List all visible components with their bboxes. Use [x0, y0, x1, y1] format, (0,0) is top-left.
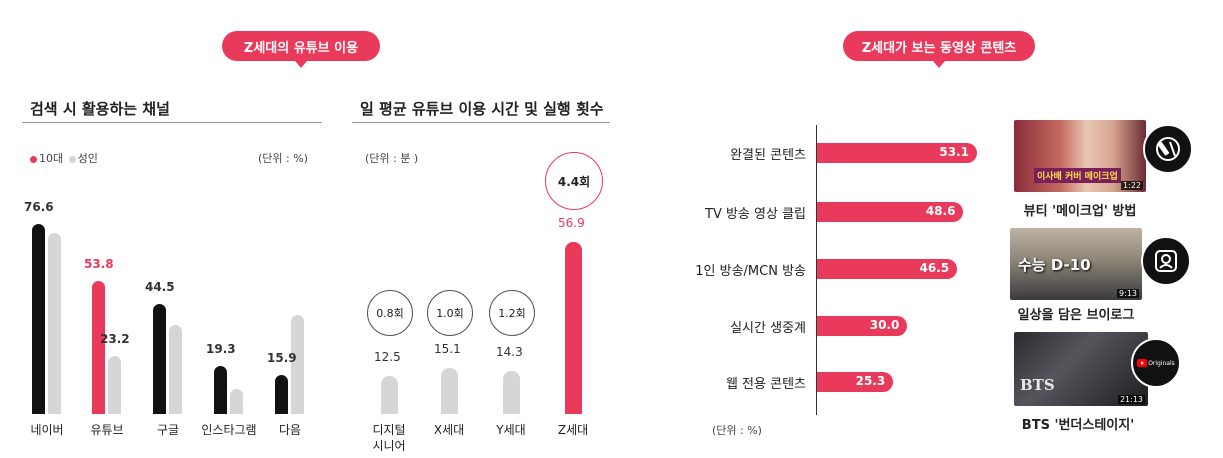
category-label-3: 인스타그램 — [201, 423, 257, 437]
value-label-0: 76.6 — [24, 200, 54, 214]
right-section-pill: Z세대가 보는 동영상 콘텐츠 — [843, 31, 1035, 68]
hbar-3: 30.0 — [817, 316, 908, 336]
count-circle-3: 4.4회 — [545, 152, 603, 210]
value-label-5: 15.9 — [267, 350, 297, 365]
category-label-gen-0: 디지털 시니어 — [372, 423, 406, 453]
originals-text: Originals — [1148, 359, 1175, 367]
beauty-overlay-text: 이사배 커버 메이크업 — [1034, 168, 1121, 183]
hbar-4: 25.3 — [817, 372, 894, 392]
hbar-value-0: 53.1 — [939, 145, 969, 159]
legend-label-teen: 10대 — [39, 152, 64, 165]
hbar-category-1: TV 방송 영상 클립 — [705, 207, 806, 222]
category-label-4: 다음 — [278, 423, 302, 437]
chart1-divider — [22, 122, 322, 123]
chart2-title: 일 평균 유튜브 이용 시간 및 실행 횟수 — [360, 100, 604, 118]
hbar-category-2: 1인 방송/MCN 방송 — [695, 264, 806, 279]
bar-teen-0 — [32, 224, 45, 414]
bar-adult-4 — [291, 314, 304, 414]
vlog-duration: 9:13 — [1117, 289, 1139, 298]
category-label-gen-2: Y세대 — [496, 423, 526, 437]
count-circle-2: 1.2회 — [489, 290, 535, 336]
hbar-category-3: 실시간 생중계 — [730, 321, 806, 336]
vlog-thumbnail[interactable]: 수능 D-10 9:13 — [1010, 228, 1142, 300]
hbar-value-4: 25.3 — [855, 374, 886, 388]
count-circle-0: 0.8회 — [367, 290, 413, 336]
bts-duration: 21:13 — [1117, 395, 1145, 404]
vlog-overlay-text: 수능 D-10 — [1018, 256, 1091, 274]
hbar-2: 46.5 — [817, 259, 958, 279]
hbar-1: 48.6 — [817, 202, 964, 222]
category-label-0: 네이버 — [30, 423, 64, 437]
hbar-value-2: 46.5 — [919, 261, 950, 275]
category-label-2: 구글 — [156, 423, 180, 437]
bar-gen-2 — [503, 370, 520, 414]
bar-adult-3 — [230, 389, 243, 414]
bar-adult-1 — [108, 356, 121, 414]
value-label-4: 19.3 — [206, 342, 236, 357]
value-label-1: 53.8 — [84, 256, 114, 271]
value-label-2: 23.2 — [100, 332, 130, 347]
category-label-1: 유튜브 — [90, 423, 124, 437]
left-section-title: Z세대의 유튜브 이용 — [243, 40, 359, 56]
hbar-category-4: 웹 전용 콘텐츠 — [725, 377, 806, 392]
bar-teen-4 — [275, 374, 288, 414]
right-section-title: Z세대가 보는 동영상 콘텐츠 — [861, 40, 1017, 56]
bar-teen-1 — [92, 280, 105, 414]
category-label-gen-1: X세대 — [433, 423, 465, 437]
chart1-legend: 10대 성인 — [30, 150, 98, 166]
vlog-camera-icon — [1141, 236, 1191, 286]
beauty-duration: 1:22 — [1121, 181, 1143, 190]
chart2-divider — [352, 122, 610, 123]
value-label-gen-0: 12.5 — [374, 350, 401, 365]
bar-teen-3 — [214, 366, 227, 414]
hbar-category-0: 완결된 콘텐츠 — [730, 148, 806, 163]
originals-badge: Originals — [1137, 359, 1175, 367]
legend-dot-teen — [30, 155, 37, 163]
vlog-label: 일상을 담은 브이로그 — [1017, 308, 1135, 323]
bar-teen-2 — [153, 303, 166, 414]
bar-gen-1 — [441, 368, 458, 414]
bts-label: BTS '번더스테이지' — [1021, 418, 1135, 433]
value-label-3: 44.5 — [145, 279, 175, 294]
bts-thumbnail[interactable]: BTS 21:13 — [1014, 332, 1148, 406]
chart3-axis — [816, 125, 817, 415]
bts-overlay-text: BTS — [1020, 376, 1055, 394]
value-label-gen-3: 56.9 — [558, 216, 585, 230]
category-label-gen-3: Z세대 — [557, 423, 589, 437]
beauty-label: 뷰티 '메이크업' 방법 — [1023, 204, 1137, 219]
chart1-title: 검색 시 활용하는 채널 — [30, 100, 170, 118]
chart1-unit: (단위 : %) — [258, 152, 308, 165]
bar-adult-2 — [169, 324, 182, 414]
left-section-pill: Z세대의 유튜브 이용 — [222, 31, 380, 68]
play-icon — [1137, 359, 1148, 367]
makeup-icon — [1143, 124, 1193, 174]
hbar-value-1: 48.6 — [925, 204, 956, 218]
chart3-unit: (단위 : %) — [712, 424, 762, 437]
bar-gen-0 — [381, 376, 398, 414]
value-label-gen-1: 15.1 — [434, 342, 461, 357]
youtube-originals-icon: Originals — [1131, 338, 1181, 388]
legend-dot-adult — [68, 155, 76, 163]
value-label-gen-2: 14.3 — [496, 344, 523, 359]
hbar-value-3: 30.0 — [869, 318, 900, 332]
legend-label-adult: 성인 — [77, 152, 98, 165]
chart2-unit: (단위 : 분 ) — [365, 152, 419, 165]
bar-gen-3 — [565, 242, 582, 414]
beauty-thumbnail[interactable]: 이사배 커버 메이크업 1:22 — [1014, 120, 1146, 192]
bar-adult-0 — [48, 232, 61, 414]
hbar-0: 53.1 — [817, 143, 977, 163]
count-circle-1: 1.0회 — [427, 290, 473, 336]
